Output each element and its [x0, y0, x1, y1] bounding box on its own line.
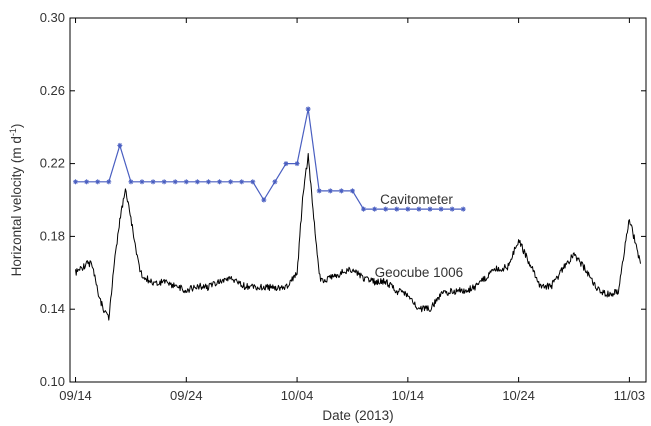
data-point — [261, 197, 267, 203]
y-tick-label: 0.10 — [40, 374, 65, 389]
data-point — [316, 188, 322, 194]
x-tick-label: 10/14 — [392, 388, 425, 403]
data-point — [416, 206, 422, 212]
y-axis-title-main: Horizontal velocity (m d — [9, 136, 24, 276]
x-tick-label: 11/03 — [614, 388, 646, 403]
y-axis: 0.10 0.14 0.18 0.22 0.26 0.30 — [40, 10, 646, 389]
x-axis: 09/14 09/24 10/04 10/14 10/24 11/03 — [59, 18, 645, 403]
y-tick-label: 0.18 — [40, 228, 65, 243]
data-point — [183, 179, 189, 185]
y-tick-label: 0.14 — [40, 301, 65, 316]
data-point — [228, 179, 234, 185]
data-point — [294, 161, 300, 167]
data-point — [449, 206, 455, 212]
data-point — [205, 179, 211, 185]
data-point — [438, 206, 444, 212]
data-point — [361, 206, 367, 212]
y-tick-label: 0.22 — [40, 156, 65, 171]
data-point — [372, 206, 378, 212]
data-point — [217, 179, 223, 185]
y-axis-title-close: ) — [9, 124, 24, 129]
data-point — [383, 206, 389, 212]
x-tick-label: 09/14 — [59, 388, 92, 403]
x-tick-label: 10/24 — [502, 388, 535, 403]
data-point — [194, 179, 200, 185]
x-tick-label: 10/04 — [281, 388, 314, 403]
data-point — [349, 188, 355, 194]
series-line — [75, 153, 641, 321]
y-axis-title-sup: -1 — [8, 128, 18, 136]
data-point — [106, 179, 112, 185]
data-point — [128, 179, 134, 185]
data-point — [73, 179, 79, 185]
data-point — [84, 179, 90, 185]
data-point — [117, 142, 123, 148]
data-point — [283, 161, 289, 167]
data-point — [427, 206, 433, 212]
data-point — [139, 179, 145, 185]
series-label: Geocube 1006 — [375, 265, 464, 280]
data-point — [239, 179, 245, 185]
data-point — [150, 179, 156, 185]
y-axis-title: Horizontal velocity (m d-1) — [8, 124, 24, 277]
series-geocube-1006 — [75, 153, 641, 321]
data-point — [305, 106, 311, 112]
y-tick-label: 0.26 — [40, 83, 65, 98]
x-tick-label: 09/24 — [170, 388, 203, 403]
series-layer — [73, 106, 641, 321]
data-point — [405, 206, 411, 212]
y-tick-label: 0.30 — [40, 10, 65, 25]
x-axis-title: Date (2013) — [322, 408, 393, 423]
series-label: Cavitometer — [380, 192, 453, 207]
data-point — [272, 179, 278, 185]
data-point — [161, 179, 167, 185]
series-cavitometer — [73, 106, 466, 212]
data-point — [172, 179, 178, 185]
data-point — [460, 206, 466, 212]
data-point — [250, 179, 256, 185]
annotation-layer: Cavitometer Geocube 1006 — [375, 192, 464, 280]
data-point — [394, 206, 400, 212]
data-point — [327, 188, 333, 194]
data-point — [338, 188, 344, 194]
data-point — [95, 179, 101, 185]
